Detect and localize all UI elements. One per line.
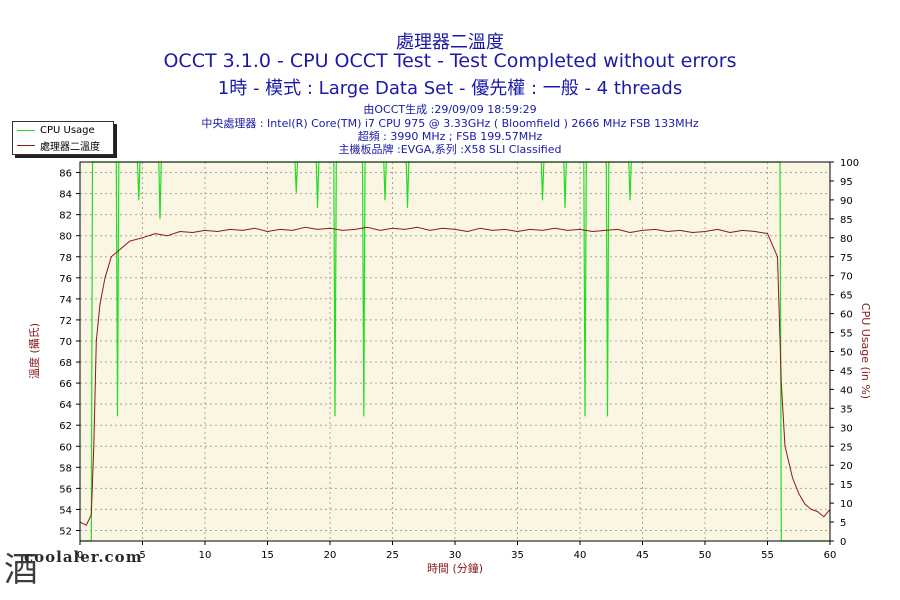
y-tick-label-right: 0 <box>840 537 846 548</box>
y-tick-label-left: 76 <box>59 274 72 285</box>
motherboard-info: 主機板品牌 :EVGA,系列 :X58 SLI Classified <box>338 143 562 156</box>
y-tick-label-left: 52 <box>59 526 72 537</box>
y-tick-label-right: 95 <box>840 177 853 188</box>
watermark-logo: 酒 <box>4 550 38 590</box>
y-tick-label-right: 30 <box>840 423 853 434</box>
watermark-text: coolaler.com <box>24 548 143 566</box>
y-tick-label-left: 80 <box>59 232 72 243</box>
x-tick-label: 55 <box>761 550 774 561</box>
y-tick-label-left: 68 <box>59 358 72 369</box>
y-tick-label-right: 85 <box>840 215 853 226</box>
legend-item-cpu-usage: CPU Usage <box>17 123 95 137</box>
y-tick-label-left: 84 <box>59 190 72 201</box>
y-tick-label-right: 90 <box>840 196 853 207</box>
chart-title: 處理器二溫度 <box>396 32 504 53</box>
cpu-info: 中央處理器 : Intel(R) Core(TM) i7 CPU 975 @ 3… <box>201 117 699 130</box>
y-tick-label-left: 66 <box>59 379 72 390</box>
x-tick-label: 5 <box>139 550 145 561</box>
y-tick-label-left: 78 <box>59 253 72 264</box>
temperature-line <box>79 226 831 526</box>
x-tick-label: 25 <box>386 550 399 561</box>
y-tick-label-right: 40 <box>840 385 853 396</box>
y-tick-label-right: 15 <box>840 480 853 491</box>
y-tick-label-left: 70 <box>59 337 72 348</box>
y-tick-label-left: 62 <box>59 421 72 432</box>
y-tick-label-right: 45 <box>840 366 853 377</box>
y-tick-label-right: 75 <box>840 253 853 264</box>
y-tick-label-right: 80 <box>840 234 853 245</box>
mode-title: 1時 - 模式 : Large Data Set - 優先權 : 一般 - 4 … <box>217 78 683 99</box>
y-tick-label-right: 50 <box>840 348 853 359</box>
y-tick-label-left: 82 <box>59 211 72 222</box>
y-tick-label-right: 10 <box>840 499 853 510</box>
y-tick-label-right: 70 <box>840 272 853 283</box>
chart-legend: CPU Usage 處理器二溫度 <box>12 121 114 155</box>
y-tick-label-left: 58 <box>59 463 72 474</box>
x-tick-label: 40 <box>574 550 587 561</box>
x-tick-label: 15 <box>261 550 274 561</box>
y-tick-label-right: 65 <box>840 291 853 302</box>
legend-swatch-cpu-usage <box>17 129 35 131</box>
y-tick-label-right: 60 <box>840 310 853 321</box>
y-tick-label-right: 25 <box>840 442 853 453</box>
axes: 52 54 56 58 60 62 64 66 68 70 72 74 76 78 80 82 84 86 0 5 10… <box>59 158 859 561</box>
y-tick-label-left: 72 <box>59 316 72 327</box>
x-tick-label: 60 <box>824 550 837 561</box>
y-tick-label-right: 55 <box>840 329 853 340</box>
y-tick-label-right: 35 <box>840 404 853 415</box>
x-tick-label: 35 <box>511 550 524 561</box>
legend-item-temperature: 處理器二溫度 <box>17 138 100 153</box>
x-tick-label: 45 <box>636 550 649 561</box>
legend-label-cpu-usage: CPU Usage <box>40 124 95 136</box>
overclock-info: 超頻 : 3990 MHz ; FSB 199.57MHz <box>357 130 543 143</box>
plot-border <box>79 161 831 542</box>
y-tick-label-right: 100 <box>840 158 859 169</box>
x-tick-label: 10 <box>199 550 212 561</box>
x-tick-label: 20 <box>324 550 337 561</box>
x-tick-label: 0 <box>77 550 83 561</box>
y-tick-label-left: 86 <box>59 169 72 180</box>
y-axis-label-left: 溫度 (攝氏) <box>27 323 41 379</box>
y-tick-label-left: 54 <box>59 505 72 516</box>
y-tick-label-right: 5 <box>840 518 846 529</box>
x-axis-label: 時間 (分鐘) <box>427 561 483 575</box>
grid <box>79 162 831 541</box>
generated-info: 由OCCT生成 :29/09/09 18:59:29 <box>363 103 537 116</box>
y-tick-label-left: 74 <box>59 295 72 306</box>
legend-label-temperature: 處理器二溫度 <box>40 141 100 153</box>
x-tick-label: 50 <box>699 550 712 561</box>
y-tick-label-left: 60 <box>59 442 72 453</box>
y-tick-label-left: 64 <box>59 400 72 411</box>
y-axis-label-right: CPU Usage (in %) <box>859 303 872 399</box>
y-tick-label-right: 20 <box>840 461 853 472</box>
x-tick-label: 30 <box>449 550 462 561</box>
y-tick-label-left: 56 <box>59 484 72 495</box>
temperature-series <box>79 226 831 526</box>
test-title: OCCT 3.1.0 - CPU OCCT Test - Test Comple… <box>163 50 737 72</box>
legend-swatch-temperature <box>17 144 35 146</box>
